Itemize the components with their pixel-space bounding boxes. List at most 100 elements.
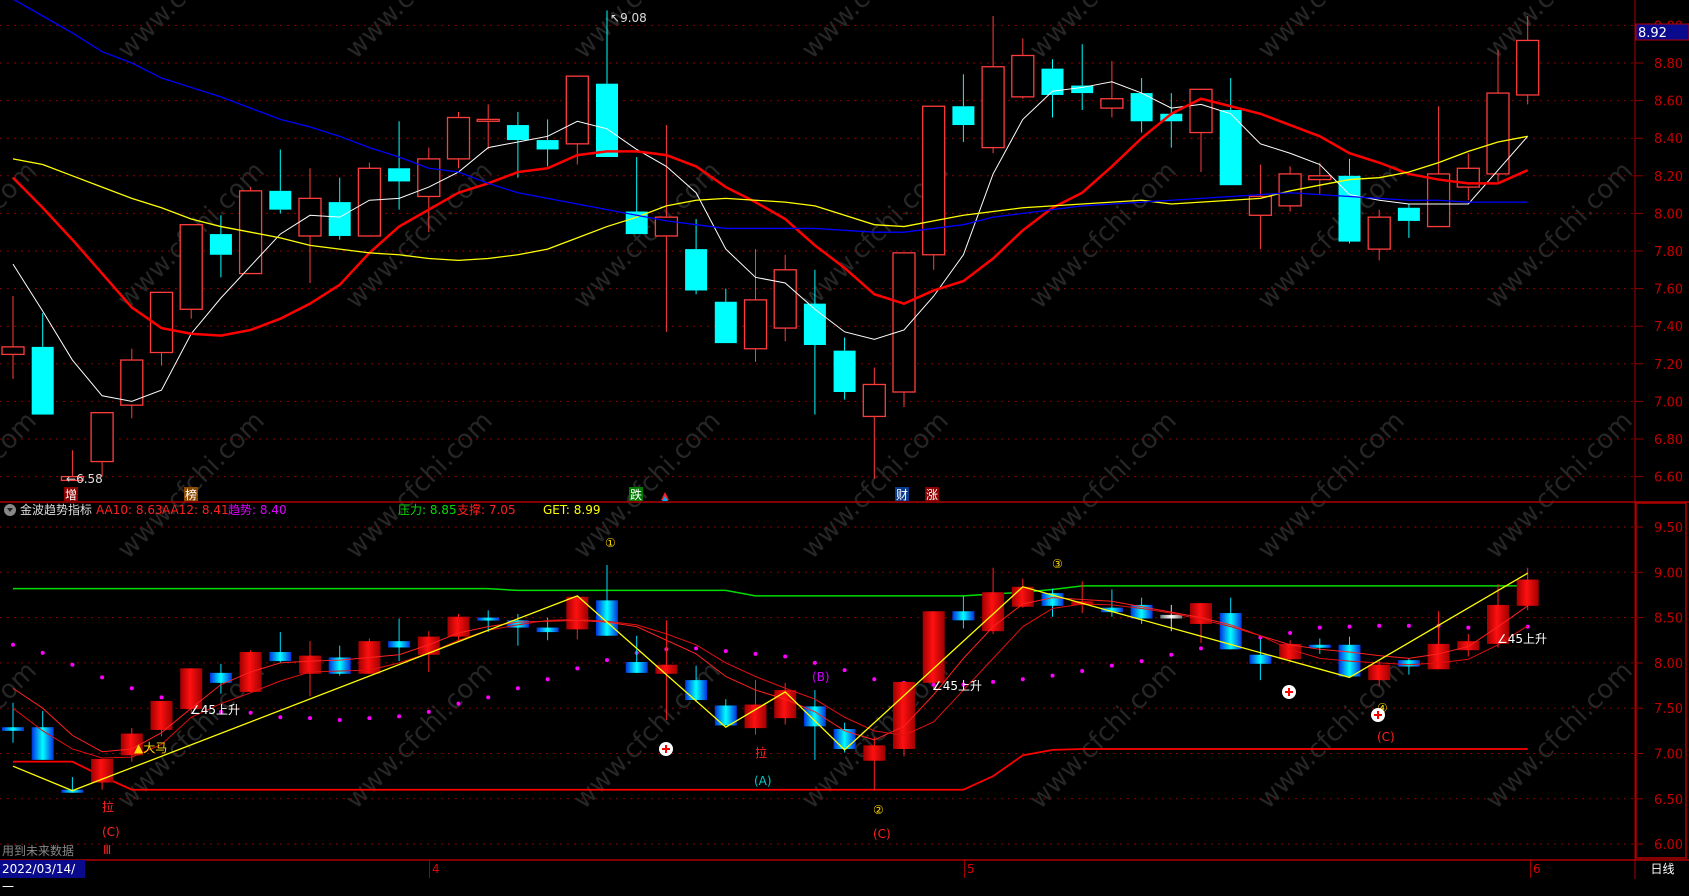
candle-body xyxy=(1516,39,1540,96)
watermark-text: www.cfchi.com xyxy=(1024,0,1183,65)
watermark-text: www.cfchi.com xyxy=(340,0,499,65)
candle-body xyxy=(269,652,292,662)
indicator-tick-label: 8.00 xyxy=(1654,657,1683,672)
period-selector[interactable]: 日线 xyxy=(1650,862,1675,876)
candle-down xyxy=(1160,93,1183,148)
legend-trend: 趋势: 8.40 xyxy=(228,503,287,517)
indicator-candle xyxy=(299,641,321,697)
candle-up xyxy=(1278,166,1302,212)
candle-body xyxy=(952,611,975,621)
indicator-pane[interactable] xyxy=(2,565,1539,793)
indicator-candle xyxy=(774,682,797,725)
price-tick-label: 8.40 xyxy=(1654,132,1683,147)
high-price-label: ↖9.08 xyxy=(610,11,647,25)
trend-dot xyxy=(1020,677,1025,682)
candle-body xyxy=(1427,643,1450,670)
indicator-candle xyxy=(1279,640,1302,662)
annotation-c: (C) xyxy=(1377,730,1395,744)
candle-down xyxy=(1219,78,1242,186)
candle-up xyxy=(981,16,1005,154)
indicator-candle xyxy=(388,618,411,662)
watermark-text: www.cfchi.com xyxy=(0,0,43,65)
indicator-candle xyxy=(1190,603,1212,643)
indicator-candle xyxy=(566,596,589,640)
wave-zigzag-line xyxy=(12,572,1529,792)
signal-badges: 增 榜 跌 财 涨 xyxy=(64,487,939,502)
candle-up xyxy=(1516,16,1540,105)
indicator-name[interactable]: 金波趋势指标 xyxy=(20,503,93,517)
cursor-date: 2022/03/14/一 xyxy=(0,860,85,894)
indicator-tick-label: 9.50 xyxy=(1654,521,1683,536)
candle-down xyxy=(596,10,618,157)
legend-pressure: 压力: 8.85 xyxy=(398,503,457,517)
annotation-wave-1: ① xyxy=(605,536,616,550)
candle-body xyxy=(1486,92,1510,175)
signal-bang: 榜 xyxy=(185,487,197,502)
indicator-tick-label: 8.50 xyxy=(1654,612,1683,627)
legend-aa12: AA12: 8.41 xyxy=(162,503,229,517)
candle-down xyxy=(328,177,351,240)
candle-body xyxy=(536,140,559,150)
candle-up xyxy=(1100,61,1124,118)
trend-dot xyxy=(40,650,45,655)
candle-body xyxy=(1338,175,1361,242)
watermark-text: www.cfchi.com xyxy=(568,656,727,815)
candle-up xyxy=(179,224,203,319)
indicator-candle xyxy=(1160,604,1183,632)
candle-body xyxy=(566,596,589,630)
watermark-text: www.cfchi.com xyxy=(568,406,727,565)
indicator-tick-label: 6.50 xyxy=(1654,793,1683,808)
price-tick-label: 7.80 xyxy=(1654,245,1683,260)
main-price-pane[interactable] xyxy=(1,0,1540,482)
trend-dot xyxy=(70,662,75,667)
indicator-candle xyxy=(714,699,737,726)
candle-body xyxy=(1189,88,1213,134)
candle-body xyxy=(120,359,144,406)
annotation-a: (A) xyxy=(754,774,772,788)
candle-up xyxy=(565,75,589,165)
candle-body xyxy=(357,167,382,237)
watermark-text: www.cfchi.com xyxy=(1024,656,1183,815)
indicator-candle xyxy=(685,665,708,702)
candle-up xyxy=(1011,38,1035,99)
indicator-candle xyxy=(150,700,173,737)
trend-dot xyxy=(1139,659,1144,664)
candle-body xyxy=(536,627,559,633)
trend-dot xyxy=(100,675,105,680)
ma-blue-line xyxy=(13,0,1528,233)
candle-body xyxy=(1279,643,1302,660)
trend-dot xyxy=(278,715,283,720)
candle-body xyxy=(982,592,1005,632)
legend-support: 支撑: 7.05 xyxy=(457,503,516,517)
indicator-candle xyxy=(1457,633,1480,657)
candle-body xyxy=(565,75,589,145)
trend-dot xyxy=(456,701,461,706)
annotation-la: 拉 xyxy=(102,799,114,814)
candle-body xyxy=(31,727,54,760)
collapse-icon[interactable] xyxy=(4,504,16,516)
watermark-text: www.cfchi.com xyxy=(796,0,955,65)
trend-dot xyxy=(545,677,550,682)
candle-body xyxy=(1397,660,1420,667)
price-tick-label: 7.60 xyxy=(1654,283,1683,298)
signal-zeng: 增 xyxy=(65,488,77,502)
candle-up xyxy=(892,252,916,408)
indicator-candle xyxy=(180,668,203,714)
trend-dot xyxy=(11,642,15,647)
candle-body xyxy=(892,252,916,393)
annotation-daima: ▲大马 xyxy=(134,741,167,755)
candle-body xyxy=(1100,98,1124,109)
aa12-line xyxy=(12,603,1528,759)
month-tick-5: 5 xyxy=(964,860,975,878)
watermark-text: www.cfchi.com xyxy=(568,0,727,65)
trend-dot xyxy=(218,709,223,714)
candle-body xyxy=(714,705,737,726)
indicator-candle xyxy=(744,680,767,735)
candle-body xyxy=(1071,85,1094,94)
candle-body xyxy=(179,224,203,310)
candle-up xyxy=(1248,164,1273,250)
candle-body xyxy=(833,729,856,749)
support-line xyxy=(13,748,1528,791)
candle-body xyxy=(1308,175,1332,181)
